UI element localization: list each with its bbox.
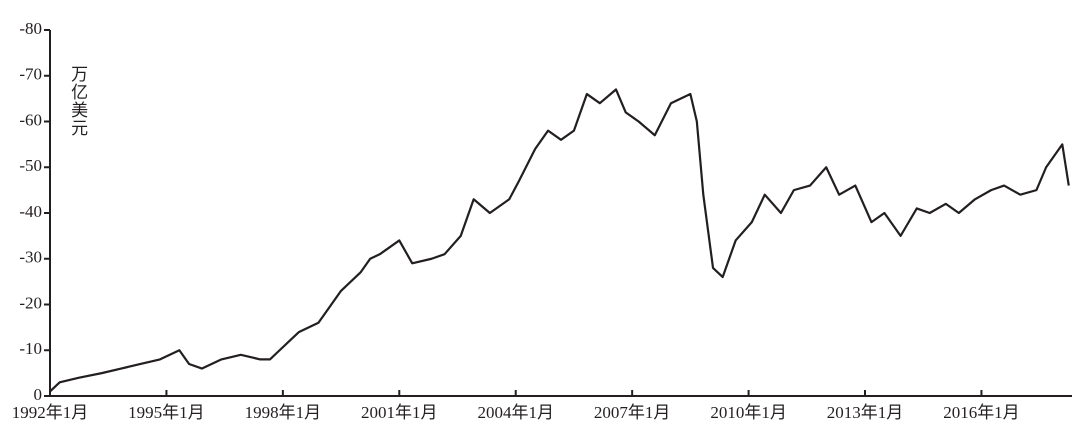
y-tick-label: -80 <box>19 19 42 38</box>
y-tick-label: 0 <box>34 385 43 404</box>
y-tick-label: -20 <box>19 293 42 312</box>
x-tick-label: 2010年1月 <box>710 403 787 422</box>
x-tick-label: 2007年1月 <box>594 403 671 422</box>
data-line <box>49 88 1070 393</box>
y-axis-label: 万亿美元 <box>68 65 88 137</box>
x-tick-label: 2001年1月 <box>361 403 438 422</box>
y-tick-label: -60 <box>19 110 42 129</box>
y-tick-label: -10 <box>19 339 42 358</box>
y-tick-label: -40 <box>19 202 42 221</box>
x-tick-label: 2004年1月 <box>477 403 554 422</box>
y-tick-label: -70 <box>19 65 42 84</box>
x-tick-label: 2013年1月 <box>827 403 904 422</box>
y-tick-label: -30 <box>19 248 42 267</box>
x-tick-label: 2016年1月 <box>943 403 1020 422</box>
x-tick-label: 1998年1月 <box>245 403 322 422</box>
x-tick-label: 1992年1月 <box>12 403 89 422</box>
y-tick-label: -50 <box>19 156 42 175</box>
x-tick-label: 1995年1月 <box>128 403 205 422</box>
